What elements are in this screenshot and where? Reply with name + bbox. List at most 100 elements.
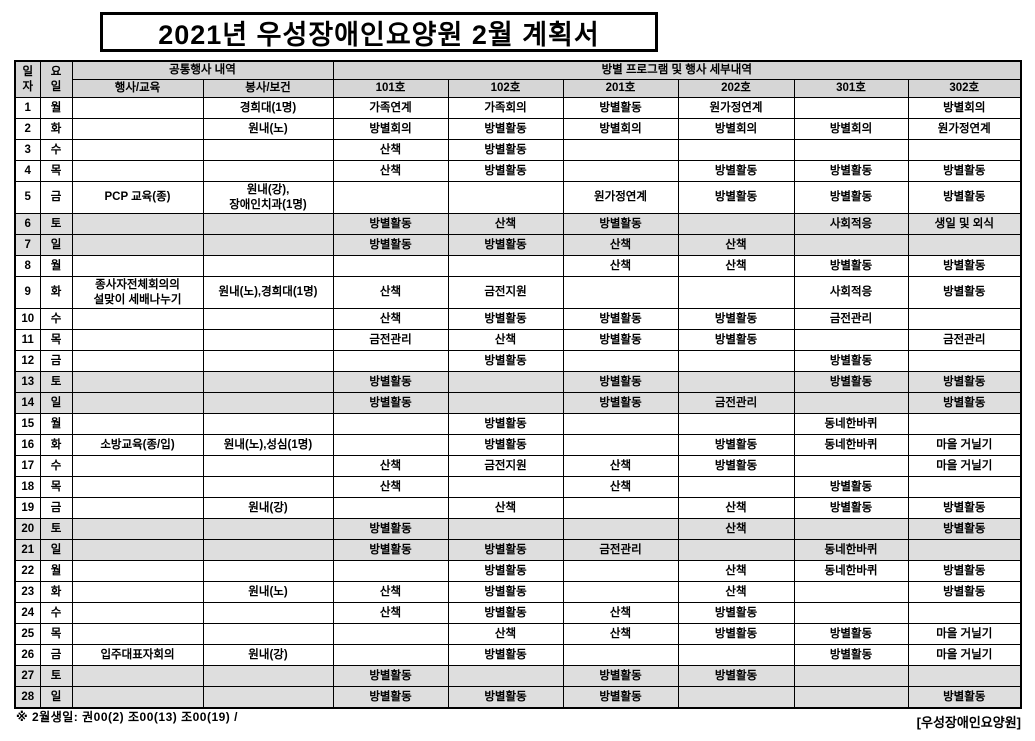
date-cell: 27 <box>14 665 41 687</box>
room-201-cell: 금전관리 <box>562 539 679 561</box>
room-102-cell: 방별활동 <box>447 434 564 456</box>
day-cell: 금 <box>39 350 73 372</box>
room-301-cell <box>793 97 909 119</box>
room-102-cell: 산책 <box>447 213 564 235</box>
room-101-cell: 방별회의 <box>332 118 449 140</box>
table-row: 28 일 방별활동 방별활동 방별활동 방별활동 <box>14 686 1022 708</box>
room-202-cell: 방별활동 <box>677 455 795 477</box>
day-cell: 수 <box>39 602 73 624</box>
room-201-cell <box>562 581 679 603</box>
room-202-cell: 방별회의 <box>677 118 795 140</box>
room-102-cell <box>447 665 564 687</box>
room-101-cell: 산책 <box>332 276 449 309</box>
room-202-cell: 산책 <box>677 497 795 519</box>
volunteer-health-cell <box>202 539 334 561</box>
header-columns-row: 행사/교육 봉사/보건 101호 102호 201호 202호 301호 302… <box>15 79 1022 98</box>
room-302-cell: 방별활동 <box>907 371 1022 393</box>
room-201-cell: 산책 <box>562 234 679 256</box>
day-cell: 월 <box>39 560 73 582</box>
day-cell: 일 <box>39 539 73 561</box>
date-cell: 23 <box>14 581 41 603</box>
room-101-cell: 산책 <box>332 602 449 624</box>
room-302-cell: 생일 및 외식 <box>907 213 1022 235</box>
day-cell: 수 <box>39 139 73 161</box>
room-102-cell <box>447 518 564 540</box>
room-102-cell: 방별활동 <box>447 350 564 372</box>
volunteer-health-cell <box>202 213 334 235</box>
room-301-cell <box>793 665 909 687</box>
date-cell: 2 <box>14 118 41 140</box>
date-cell: 10 <box>14 308 41 330</box>
room-302-cell <box>907 308 1022 330</box>
room-101-cell <box>332 497 449 519</box>
event-education-cell <box>71 160 204 182</box>
header-room-102: 102호 <box>447 79 564 98</box>
header-common-group: 공통행사 내역 <box>71 60 334 80</box>
room-101-cell: 방별활동 <box>332 392 449 414</box>
room-201-cell: 산책 <box>562 255 679 277</box>
date-cell: 7 <box>14 234 41 256</box>
room-101-cell <box>332 181 449 214</box>
room-101-cell: 산책 <box>332 455 449 477</box>
room-301-cell: 방별활동 <box>793 371 909 393</box>
volunteer-health-cell <box>202 350 334 372</box>
table-row: 6 토 방별활동 산책 방별활동 사회적응 생일 및 외식 <box>14 213 1022 235</box>
room-102-cell: 방별활동 <box>447 234 564 256</box>
table-row: 26 금 입주대표자회의 원내(강) 방별활동 방별활동 마을 거닐기 <box>14 644 1022 666</box>
date-cell: 17 <box>14 455 41 477</box>
room-102-cell: 방별활동 <box>447 413 564 435</box>
table-row: 16 화 소방교육(종/입) 원내(노),성심(1명) 방별활동 방별활동 동네한바퀴 마을 … <box>14 434 1022 456</box>
header-room-201: 201호 <box>562 79 679 98</box>
date-cell: 8 <box>14 255 41 277</box>
room-302-cell: 방별활동 <box>907 276 1022 309</box>
room-301-cell <box>793 392 909 414</box>
day-cell: 월 <box>39 97 73 119</box>
room-301-cell: 방별활동 <box>793 350 909 372</box>
room-201-cell: 산책 <box>562 476 679 498</box>
header-room-101: 101호 <box>332 79 449 98</box>
room-102-cell: 방별활동 <box>447 581 564 603</box>
table-row: 17 수 산책 금전지원 산책 방별활동 마을 거닐기 <box>14 455 1022 477</box>
room-201-cell: 산책 <box>562 455 679 477</box>
event-education-cell <box>71 560 204 582</box>
event-education-cell <box>71 308 204 330</box>
header-event-education: 행사/교육 <box>71 79 204 98</box>
date-cell: 16 <box>14 434 41 456</box>
day-cell: 수 <box>39 308 73 330</box>
room-301-cell: 방별활동 <box>793 160 909 182</box>
header-group-row: 일 자 요 일 공통행사 내역 방별 프로그램 및 행사 세부내역 <box>14 60 1022 98</box>
date-cell: 24 <box>14 602 41 624</box>
date-cell: 3 <box>14 139 41 161</box>
room-201-cell: 방별활동 <box>562 308 679 330</box>
room-202-cell: 방별활동 <box>677 665 795 687</box>
room-201-cell: 방별활동 <box>562 97 679 119</box>
room-302-cell: 방별활동 <box>907 560 1022 582</box>
volunteer-health-cell: 원내(노) <box>202 581 334 603</box>
room-202-cell <box>677 686 795 708</box>
room-101-cell: 산책 <box>332 308 449 330</box>
table-row: 4 목 산책 방별활동 방별활동 방별활동 방별활동 <box>14 160 1022 182</box>
day-cell: 목 <box>39 623 73 645</box>
room-302-cell <box>907 539 1022 561</box>
room-101-cell: 산책 <box>332 476 449 498</box>
header-room-301: 301호 <box>793 79 909 98</box>
room-302-cell <box>907 665 1022 687</box>
room-202-cell: 산책 <box>677 560 795 582</box>
room-302-cell: 방별활동 <box>907 255 1022 277</box>
table-row: 23 화 원내(노) 산책 방별활동 산책 방별활동 <box>14 581 1022 603</box>
room-102-cell: 방별활동 <box>447 308 564 330</box>
date-cell: 25 <box>14 623 41 645</box>
table-row: 2 화 원내(노) 방별회의 방별활동 방별회의 방별회의 방별회의 원가정연계 <box>14 118 1022 140</box>
volunteer-health-cell: 원내(강), 장애인치과(1명) <box>202 181 334 214</box>
table-row: 22 월 방별활동 산책 동네한바퀴 방별활동 <box>14 560 1022 582</box>
room-101-cell: 산책 <box>332 139 449 161</box>
room-302-cell: 방별활동 <box>907 392 1022 414</box>
room-301-cell: 동네한바퀴 <box>793 560 909 582</box>
date-cell: 13 <box>14 371 41 393</box>
room-301-cell <box>793 581 909 603</box>
room-302-cell: 방별활동 <box>907 160 1022 182</box>
day-cell: 월 <box>39 255 73 277</box>
room-202-cell: 금전관리 <box>677 392 795 414</box>
room-202-cell <box>677 213 795 235</box>
room-302-cell <box>907 413 1022 435</box>
